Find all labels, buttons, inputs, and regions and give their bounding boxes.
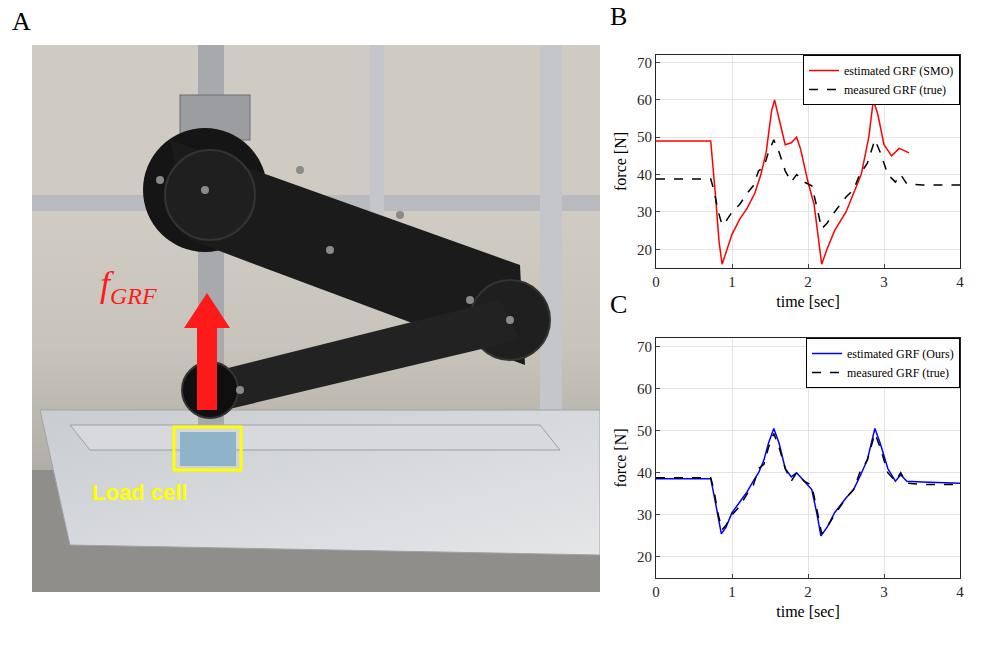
- svg-text:0: 0: [652, 584, 660, 600]
- svg-text:50: 50: [637, 129, 652, 145]
- svg-text:30: 30: [637, 507, 652, 523]
- html-text:C: C: [610, 290, 628, 319]
- svg-text:estimated GRF (SMO): estimated GRF (SMO): [844, 64, 953, 78]
- svg-text:70: 70: [637, 55, 652, 71]
- svg-text:20: 20: [637, 549, 652, 565]
- svg-text:measured GRF (true): measured GRF (true): [844, 83, 946, 97]
- svg-text:1: 1: [728, 584, 736, 600]
- svg-text:force [N]: force [N]: [612, 428, 629, 487]
- svg-text:3: 3: [880, 274, 888, 290]
- svg-text:30: 30: [637, 204, 652, 220]
- svg-text:Load cell: Load cell: [92, 480, 187, 505]
- svg-text:4: 4: [956, 584, 964, 600]
- svg-text:time [sec]: time [sec]: [776, 603, 840, 620]
- svg-text:4: 4: [956, 274, 964, 290]
- svg-text:2: 2: [804, 584, 812, 600]
- svg-text:measured GRF (true): measured GRF (true): [847, 366, 949, 380]
- svg-text:40: 40: [637, 167, 652, 183]
- svg-text:estimated GRF (Ours): estimated GRF (Ours): [847, 347, 954, 361]
- svg-text:fGRF: fGRF: [100, 264, 157, 309]
- svg-text:time [sec]: time [sec]: [776, 293, 840, 310]
- svg-text:60: 60: [637, 381, 652, 397]
- svg-text:70: 70: [637, 339, 652, 355]
- svg-text:1: 1: [728, 274, 736, 290]
- svg-text:3: 3: [880, 584, 888, 600]
- svg-text:0: 0: [652, 274, 660, 290]
- svg-text:A: A: [12, 7, 31, 36]
- svg-text:2: 2: [804, 274, 812, 290]
- svg-text:force [N]: force [N]: [612, 132, 629, 191]
- svg-text:40: 40: [637, 465, 652, 481]
- svg-text:20: 20: [637, 242, 652, 258]
- svg-text:60: 60: [637, 92, 652, 108]
- svg-text:50: 50: [637, 423, 652, 439]
- html-text:B: B: [610, 2, 628, 31]
